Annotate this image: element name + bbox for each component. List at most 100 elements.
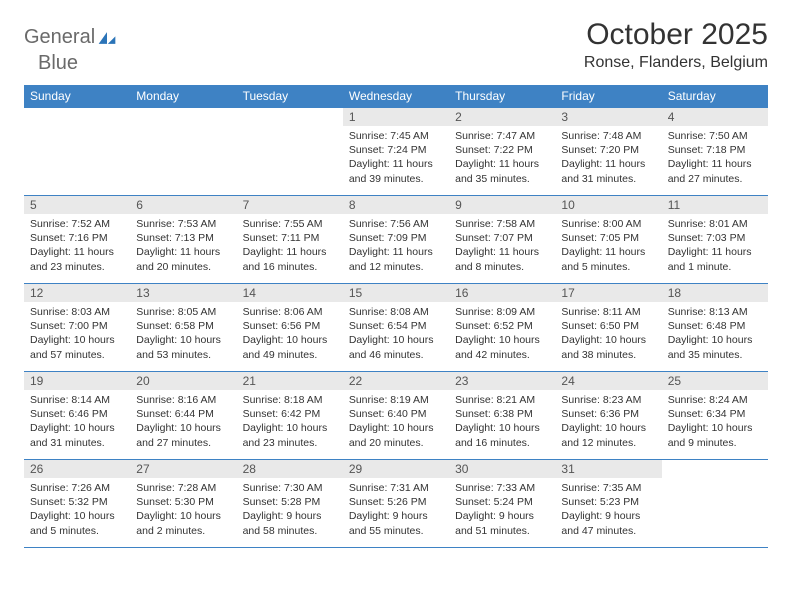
sunset-text: Sunset: 6:48 PM [668, 319, 762, 333]
day-number: 21 [237, 372, 343, 390]
day-header: Monday [130, 85, 236, 108]
brand-word2: Blue [38, 52, 78, 74]
day-number: 23 [449, 372, 555, 390]
sunrise-text: Sunrise: 7:58 AM [455, 217, 549, 231]
calendar-cell [130, 108, 236, 196]
day-details: Sunrise: 8:03 AMSunset: 7:00 PMDaylight:… [30, 305, 124, 362]
day-header-row: Sunday Monday Tuesday Wednesday Thursday… [24, 85, 768, 108]
calendar-week: 12 Sunrise: 8:03 AMSunset: 7:00 PMDayligh… [24, 284, 768, 372]
sunrise-text: Sunrise: 8:00 AM [561, 217, 655, 231]
calendar-cell: 14Sunrise: 8:06 AMSunset: 6:56 PMDayligh… [237, 284, 343, 372]
sunrise-text: Sunrise: 7:45 AM [349, 129, 443, 143]
calendar-cell: 30Sunrise: 7:33 AMSunset: 5:24 PMDayligh… [449, 460, 555, 548]
calendar-cell: 10Sunrise: 8:00 AMSunset: 7:05 PMDayligh… [555, 196, 661, 284]
sunset-text: Sunset: 6:46 PM [30, 407, 124, 421]
calendar-cell: 3Sunrise: 7:48 AMSunset: 7:20 PMDaylight… [555, 108, 661, 196]
calendar-cell: 2 Sunrise: 7:47 AMSunset: 7:22 PMDaylight… [449, 108, 555, 196]
sunrise-text: Sunrise: 8:23 AM [561, 393, 655, 407]
sunrise-text: Sunrise: 8:11 AM [561, 305, 655, 319]
month-title: October 2025 [584, 18, 768, 52]
sunrise-text: Sunrise: 8:08 AM [349, 305, 443, 319]
daylight-text: Daylight: 10 hours and 2 minutes. [136, 509, 230, 537]
daylight-text: Daylight: 10 hours and 53 minutes. [136, 333, 230, 361]
day-details: Sunrise: 7:47 AMSunset: 7:22 PMDaylight:… [455, 129, 549, 186]
day-number: 2 [449, 108, 555, 126]
sunset-text: Sunset: 5:23 PM [561, 495, 655, 509]
daylight-text: Daylight: 10 hours and 49 minutes. [243, 333, 337, 361]
day-details: Sunrise: 8:19 AMSunset: 6:40 PMDaylight:… [349, 393, 443, 450]
sunset-text: Sunset: 6:54 PM [349, 319, 443, 333]
day-details: Sunrise: 7:35 AMSunset: 5:23 PMDaylight:… [561, 481, 655, 538]
sunrise-text: Sunrise: 8:19 AM [349, 393, 443, 407]
sunrise-text: Sunrise: 7:48 AM [561, 129, 655, 143]
day-details: Sunrise: 8:18 AMSunset: 6:42 PMDaylight:… [243, 393, 337, 450]
calendar-cell: 8Sunrise: 7:56 AMSunset: 7:09 PMDaylight… [343, 196, 449, 284]
calendar-cell: 25Sunrise: 8:24 AMSunset: 6:34 PMDayligh… [662, 372, 768, 460]
sunrise-text: Sunrise: 8:06 AM [243, 305, 337, 319]
daylight-text: Daylight: 11 hours and 8 minutes. [455, 245, 549, 273]
sail-icon [97, 30, 117, 46]
daylight-text: Daylight: 11 hours and 27 minutes. [668, 157, 762, 185]
sunset-text: Sunset: 7:24 PM [349, 143, 443, 157]
calendar-cell: 4Sunrise: 7:50 AMSunset: 7:18 PMDaylight… [662, 108, 768, 196]
daylight-text: Daylight: 10 hours and 23 minutes. [243, 421, 337, 449]
day-number: 20 [130, 372, 236, 390]
daylight-text: Daylight: 11 hours and 35 minutes. [455, 157, 549, 185]
day-number: 28 [237, 460, 343, 478]
calendar-cell: 18 Sunrise: 8:13 AMSunset: 6:48 PMDayligh… [662, 284, 768, 372]
sunrise-text: Sunrise: 7:31 AM [349, 481, 443, 495]
daylight-text: Daylight: 9 hours and 55 minutes. [349, 509, 443, 537]
day-number: 11 [662, 196, 768, 214]
sunset-text: Sunset: 6:42 PM [243, 407, 337, 421]
daylight-text: Daylight: 11 hours and 23 minutes. [30, 245, 124, 273]
day-details: Sunrise: 8:24 AMSunset: 6:34 PMDaylight:… [668, 393, 762, 450]
calendar-cell: 20 Sunrise: 8:16 AMSunset: 6:44 PMDayligh… [130, 372, 236, 460]
sunrise-text: Sunrise: 8:09 AM [455, 305, 549, 319]
day-details: Sunrise: 8:16 AMSunset: 6:44 PMDaylight:… [136, 393, 230, 450]
daylight-text: Daylight: 10 hours and 35 minutes. [668, 333, 762, 361]
sunset-text: Sunset: 6:50 PM [561, 319, 655, 333]
day-details: Sunrise: 7:56 AMSunset: 7:09 PMDaylight:… [349, 217, 443, 274]
day-details: Sunrise: 7:45 AMSunset: 7:24 PMDaylight:… [349, 129, 443, 186]
calendar-week: 26Sunrise: 7:26 AMSunset: 5:32 PMDayligh… [24, 460, 768, 548]
sunset-text: Sunset: 7:16 PM [30, 231, 124, 245]
sunrise-text: Sunrise: 7:30 AM [243, 481, 337, 495]
sunrise-text: Sunrise: 8:05 AM [136, 305, 230, 319]
sunrise-text: Sunrise: 7:47 AM [455, 129, 549, 143]
day-details: Sunrise: 8:06 AMSunset: 6:56 PMDaylight:… [243, 305, 337, 362]
brand-logo: General [24, 18, 119, 49]
day-number: 27 [130, 460, 236, 478]
sunset-text: Sunset: 7:13 PM [136, 231, 230, 245]
calendar-cell [662, 460, 768, 548]
calendar-page: General October 2025 Ronse, Flanders, Be… [0, 0, 792, 566]
sunrise-text: Sunrise: 8:24 AM [668, 393, 762, 407]
day-details: Sunrise: 7:50 AMSunset: 7:18 PMDaylight:… [668, 129, 762, 186]
calendar-table: Sunday Monday Tuesday Wednesday Thursday… [24, 85, 768, 548]
day-header: Saturday [662, 85, 768, 108]
calendar-cell: 11 Sunrise: 8:01 AMSunset: 7:03 PMDayligh… [662, 196, 768, 284]
day-details: Sunrise: 8:23 AMSunset: 6:36 PMDaylight:… [561, 393, 655, 450]
sunrise-text: Sunrise: 7:56 AM [349, 217, 443, 231]
daylight-text: Daylight: 10 hours and 46 minutes. [349, 333, 443, 361]
day-number: 17 [555, 284, 661, 302]
day-number: 22 [343, 372, 449, 390]
calendar-cell: 22 Sunrise: 8:19 AMSunset: 6:40 PMDayligh… [343, 372, 449, 460]
day-header: Tuesday [237, 85, 343, 108]
sunset-text: Sunset: 6:40 PM [349, 407, 443, 421]
daylight-text: Daylight: 10 hours and 5 minutes. [30, 509, 124, 537]
day-number: 12 [24, 284, 130, 302]
daylight-text: Daylight: 10 hours and 20 minutes. [349, 421, 443, 449]
sunset-text: Sunset: 7:20 PM [561, 143, 655, 157]
day-number: 5 [24, 196, 130, 214]
day-details: Sunrise: 8:01 AMSunset: 7:03 PMDaylight:… [668, 217, 762, 274]
daylight-text: Daylight: 11 hours and 5 minutes. [561, 245, 655, 273]
sunrise-text: Sunrise: 7:28 AM [136, 481, 230, 495]
day-details: Sunrise: 7:58 AMSunset: 7:07 PMDaylight:… [455, 217, 549, 274]
daylight-text: Daylight: 9 hours and 58 minutes. [243, 509, 337, 537]
day-details: Sunrise: 8:13 AMSunset: 6:48 PMDaylight:… [668, 305, 762, 362]
day-number: 24 [555, 372, 661, 390]
daylight-text: Daylight: 11 hours and 12 minutes. [349, 245, 443, 273]
day-number: 18 [662, 284, 768, 302]
sunset-text: Sunset: 7:05 PM [561, 231, 655, 245]
calendar-cell: 26Sunrise: 7:26 AMSunset: 5:32 PMDayligh… [24, 460, 130, 548]
